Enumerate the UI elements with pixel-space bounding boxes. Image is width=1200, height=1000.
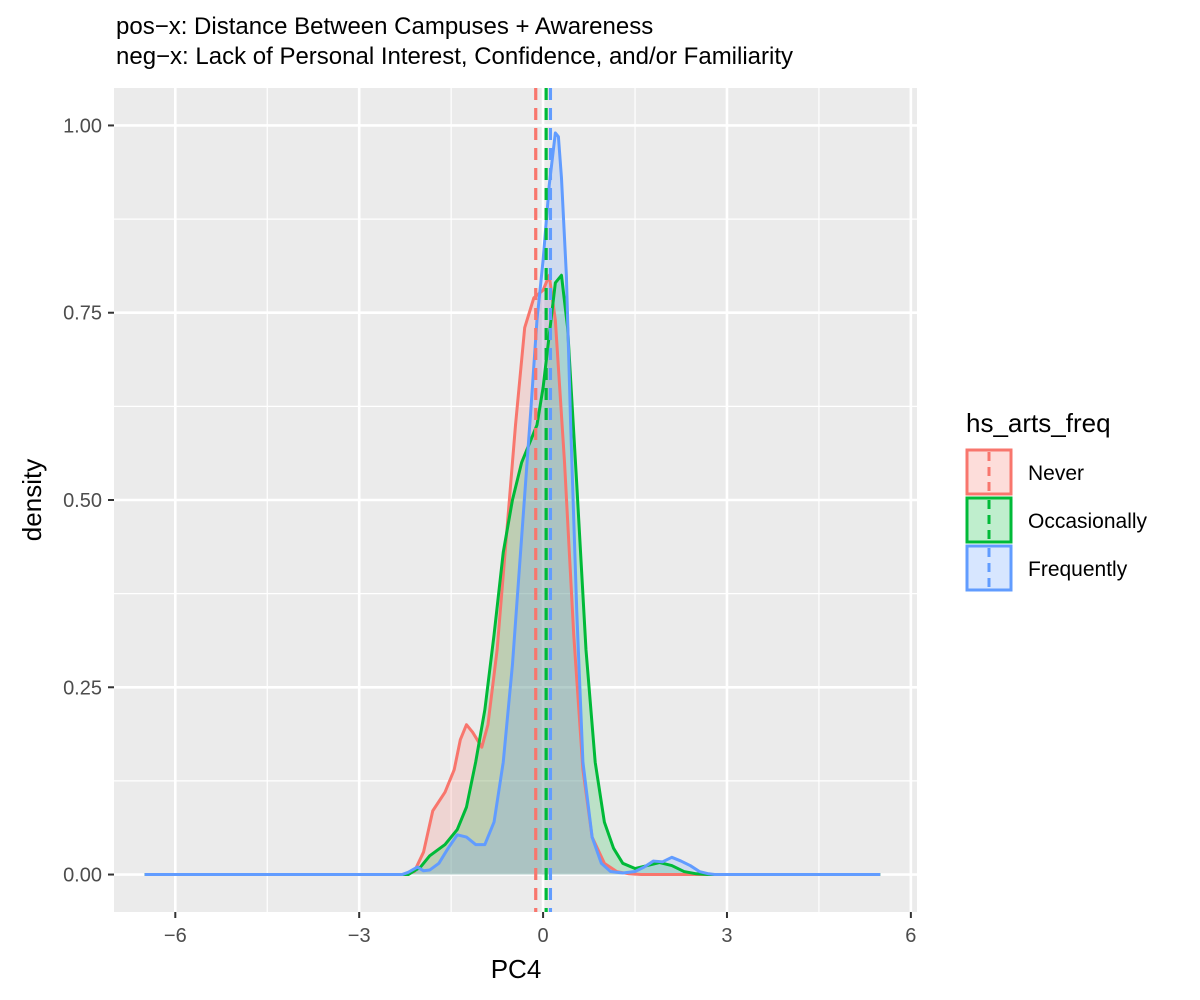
y-tick-label: 0.00 (63, 865, 102, 887)
legend-item-never: Never (965, 448, 1084, 496)
density-areas (144, 132, 881, 875)
legend-label: Frequently (1028, 558, 1128, 581)
mean-lines (534, 88, 553, 912)
grid-lines (114, 88, 917, 912)
legend-label: Occasionally (1028, 510, 1148, 533)
legend: hs_arts_freq Never Occasionally Frequently (965, 408, 1148, 592)
density-area-occasionally (144, 275, 881, 875)
x-axis-title: PC4 (491, 954, 542, 984)
x-tick-label: 0 (538, 925, 549, 947)
y-tick-label: 1.00 (63, 115, 102, 137)
chart-title: pos−x: Distance Between Campuses + Aware… (116, 13, 653, 40)
x-tick-label: −6 (164, 925, 187, 947)
legend-title: hs_arts_freq (966, 408, 1111, 438)
x-tick-label: −3 (348, 925, 371, 947)
axes: −6 −3 0 3 6 0.00 0.25 0.50 0.75 1.00 (63, 115, 916, 947)
x-tick-label: 3 (721, 925, 732, 947)
y-axis-title: density (17, 459, 47, 541)
x-tick-label: 6 (905, 925, 916, 947)
legend-item-frequently: Frequently (965, 544, 1128, 592)
legend-item-occasionally: Occasionally (965, 496, 1148, 544)
y-tick-label: 0.75 (63, 303, 102, 325)
legend-label: Never (1028, 462, 1084, 485)
chart-subtitle: neg−x: Lack of Personal Interest, Confid… (116, 43, 793, 70)
legend-items: Never Occasionally Frequently (965, 448, 1148, 592)
y-tick-label: 0.25 (63, 677, 102, 699)
density-area-frequently (144, 132, 881, 875)
density-line-occasionally (144, 273, 881, 877)
density-lines (144, 131, 881, 877)
y-tick-label: 0.50 (63, 490, 102, 512)
density-line-frequently (144, 131, 881, 877)
density-area-never (144, 275, 881, 875)
